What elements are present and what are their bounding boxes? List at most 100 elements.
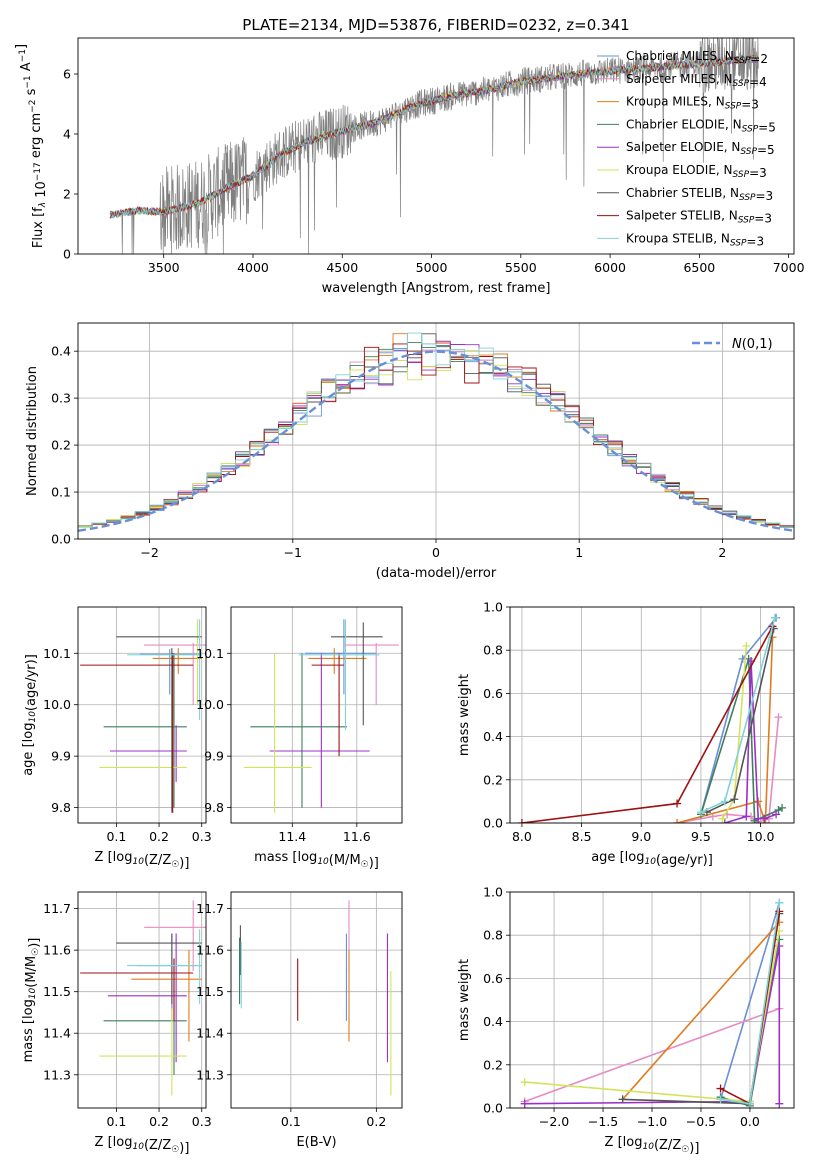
series-marker-kroupa-stelib [696, 808, 705, 817]
panel-mass-weight-vs-age: 8.0 8.5 9.0 9.5 10.0 0.0 0.2 0.4 0.6 0.8 1.0 age [l… [457, 600, 795, 868]
model-line-kroupa-stelib [109, 54, 759, 219]
axes-frame [77, 606, 207, 824]
y-tick-label: 0.3 [51, 391, 71, 406]
series-marker-salpeter-stelib [716, 1084, 725, 1093]
y-tick-label: 0.4 [483, 1014, 503, 1029]
y-tick-label: 9.9 [51, 749, 71, 764]
x-tick-label: 11.4 [278, 829, 306, 844]
legend-entry: Kroupa ELODIE, NSSP=3 [626, 163, 767, 180]
axes-frame [509, 891, 795, 1109]
y-tick-label: 11.5 [43, 984, 71, 999]
y-tick-label: 0.4 [51, 344, 71, 359]
x-tick-label: 10.0 [747, 829, 775, 844]
legend-entry: Salpeter STELIB, NSSP=3 [626, 209, 772, 226]
y-tick-label: 9.8 [51, 800, 71, 815]
y-tick-label: 0.0 [483, 1101, 503, 1116]
series-marker-kroupa-stelib [775, 898, 784, 907]
x-tick-label: 0.2 [149, 1114, 169, 1129]
series-marker-salpeter-miles [774, 713, 783, 722]
y-tick-label: 0.6 [483, 686, 503, 701]
legend-entry: Salpeter ELODIE, NSSP=5 [626, 140, 775, 157]
y-axis-label: Flux [fλ 10−17 erg cm−2 s−1 A−1] [14, 44, 49, 248]
x-tick-label: 1 [575, 545, 583, 560]
x-tick-label: 11.6 [343, 829, 371, 844]
y-tick-label: 0.6 [483, 971, 503, 986]
y-tick-label: 0.0 [51, 532, 71, 547]
series-line-kroupa-miles [676, 637, 774, 823]
legend-entry: Chabrier ELODIE, NSSP=5 [626, 117, 776, 134]
panel-residuals: −2 −1 0 1 2 0.0 0.1 0.2 0.3 0.4 N(0,1) (data-model)… [25, 322, 795, 581]
y-tick-label: 11.7 [43, 901, 71, 916]
series-line-chabrier-miles [719, 902, 781, 1100]
plot-area [243, 619, 399, 813]
x-tick-label: −1 [284, 545, 302, 560]
y-tick-label: 10.0 [196, 697, 224, 712]
y-tick-label: 0.4 [483, 729, 503, 744]
x-tick-label: −1.0 [637, 1114, 667, 1129]
x-tick-label: 6500 [683, 260, 715, 275]
x-tick-label: 0.1 [106, 1114, 126, 1129]
y-tick-label: 2 [63, 187, 71, 202]
series-line-salpeter-elodie [724, 660, 777, 823]
legend-entry: Salpeter MILES, NSSP=4 [626, 72, 767, 89]
plot-area [80, 900, 206, 1096]
y-tick-label: 4 [63, 127, 71, 142]
y-tick-label: 10.1 [43, 646, 71, 661]
x-tick-label: 9.0 [631, 829, 651, 844]
x-axis-label: Z [log10(Z/Z☉)] [605, 1135, 700, 1156]
y-tick-label: 0.2 [51, 438, 71, 453]
x-axis-label: mass [log10(M/M☉)] [254, 850, 379, 871]
y-tick-label: 0.2 [483, 772, 503, 787]
y-tick-label: 1.0 [483, 600, 503, 615]
x-tick-label: 2 [718, 545, 726, 560]
series-marker-kroupa-elodie [742, 641, 751, 650]
y-tick-label: 1.0 [483, 885, 503, 900]
series-marker-salpeter-elodie [742, 812, 751, 821]
x-tick-label: 0.3 [192, 1114, 212, 1129]
axes-frame [509, 606, 795, 824]
plot-area [109, 38, 759, 254]
series-marker-salpeter-elodie [772, 810, 781, 819]
y-tick-label: 11.4 [43, 1026, 71, 1041]
y-tick-label: 0.1 [51, 485, 71, 500]
series-marker-salpeter-stelib [775, 907, 784, 916]
figure-title: PLATE=2134, MJD=53876, FIBERID=0232, z=0… [242, 16, 629, 34]
x-tick-label: −0.5 [686, 1114, 716, 1129]
x-tick-label: −2 [140, 545, 158, 560]
series-marker-salpeter-stelib [673, 799, 682, 808]
plot-area [239, 900, 392, 1096]
series-marker-salpeter-elodie [775, 1099, 784, 1108]
x-tick-label: 7000 [773, 260, 805, 275]
legend-entry: Kroupa MILES, NSSP=3 [626, 95, 759, 112]
series-marker-kroupa-elodie [718, 814, 727, 823]
series-marker-salpeter-elodie [720, 819, 729, 823]
series-marker-kroupa-elodie [520, 1078, 529, 1087]
y-tick-label: 9.8 [204, 800, 224, 815]
y-tick-label: 11.7 [196, 901, 224, 916]
panel-mass-vs-Z: 0.1 0.2 0.3 11.3 11.4 11.5 11.6 11.7 Z [log10(Z/… [21, 891, 212, 1156]
axes-frame [230, 891, 403, 1109]
y-axis-label: mass weight [457, 674, 472, 756]
series-marker-kroupa-stelib [770, 613, 779, 622]
series-marker-kroupa-stelib [716, 1095, 725, 1104]
histogram-kroupa-stelib [78, 332, 794, 528]
histogram-salpeter-stelib [78, 343, 794, 527]
series-marker-chabrier-stelib [730, 795, 739, 804]
y-axis-label: mass weight [457, 959, 472, 1041]
x-tick-label: 3500 [148, 260, 180, 275]
x-axis-label: E(B-V) [296, 1135, 336, 1150]
x-axis-label: wavelength [Angstrom, rest frame] [322, 281, 551, 296]
series-marker-kroupa-miles [673, 819, 682, 823]
x-tick-label: 5000 [416, 260, 448, 275]
legend-entry: Kroupa STELIB, NSSP=3 [626, 231, 764, 248]
plot-area [78, 332, 794, 532]
x-tick-label: −2.0 [539, 1114, 569, 1129]
x-tick-label: 0.0 [740, 1114, 760, 1129]
x-tick-label: 5500 [505, 260, 537, 275]
y-axis-label: mass [log10(M/M☉)] [21, 938, 42, 1063]
axes-frame [77, 891, 207, 1109]
x-axis-label: Z [log10(Z/Z☉)] [95, 1135, 190, 1156]
y-tick-label: 9.9 [204, 749, 224, 764]
model-line-salpeter-elodie [109, 56, 759, 219]
x-tick-label: 0.2 [149, 829, 169, 844]
